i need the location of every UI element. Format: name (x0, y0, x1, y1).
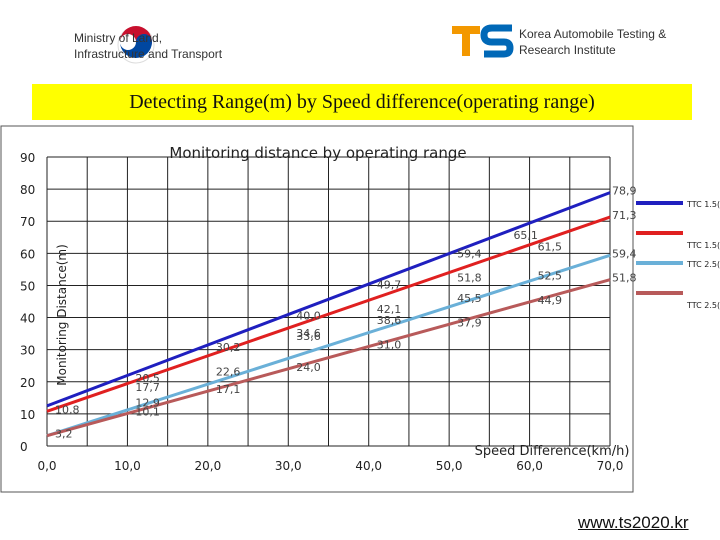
y-tick-label: 40 (20, 312, 35, 326)
y-axis-label: Monitoring Distance(m) (55, 244, 69, 386)
legend-label: TTC 2.5(M1) (686, 301, 720, 310)
x-tick-label: 30,0 (275, 459, 302, 473)
series-line (46, 215, 611, 413)
data-label: 33,6 (296, 330, 321, 343)
data-label: 37,9 (457, 316, 482, 329)
y-tick-label: 50 (20, 279, 35, 293)
data-label: 49,7 (377, 278, 402, 291)
x-tick-label: 70,0 (597, 459, 624, 473)
data-label: 3,2 (55, 428, 73, 441)
x-tick-label: 60,0 (516, 459, 543, 473)
title-banner (32, 84, 692, 120)
chart-frame (0, 125, 634, 493)
data-label: 30,2 (216, 341, 241, 354)
y-tick-label: 30 (20, 344, 35, 358)
kotsa-name: Korea Automobile Testing & Research Inst… (519, 26, 666, 58)
ministry-logo (117, 26, 155, 64)
chart-title: Monitoring distance by operating range (169, 144, 466, 162)
data-label: 34,6 (296, 327, 321, 340)
page-title: Detecting Range(m) by Speed difference(o… (129, 91, 595, 113)
data-label: 45,5 (457, 292, 482, 305)
data-label: 59,4 (457, 247, 482, 260)
y-tick-label: 60 (20, 247, 35, 261)
y-tick-label: 70 (20, 215, 35, 229)
data-label: 52,5 (538, 269, 563, 282)
data-label: 10,8 (55, 403, 80, 416)
data-label: 17,1 (216, 383, 241, 396)
data-label: 51,8 (612, 272, 637, 285)
y-tick-label: 10 (20, 408, 35, 422)
ministry-name: Ministry of Land, Infrastructure and Tra… (74, 30, 222, 62)
y-tick-label: 90 (20, 151, 35, 165)
x-tick-label: 20,0 (194, 459, 221, 473)
data-label: 10,1 (135, 406, 160, 419)
y-tick-label: 20 (20, 376, 35, 390)
data-label: 40,0 (296, 310, 321, 323)
data-label: 71,3 (612, 209, 637, 222)
data-label: 59,4 (612, 247, 637, 260)
data-label: 51,8 (457, 272, 482, 285)
series-line (46, 191, 611, 408)
chart: 0 10 20 30 40 50 60 70 80 90 0,0 10,0 20,0 30,0 40,0 50… (0, 125, 720, 493)
series-line (46, 278, 611, 438)
data-label: 24,0 (296, 361, 321, 374)
ministry-line-2: Infrastructure and Transport (74, 47, 223, 61)
data-label: 42,1 (377, 303, 402, 316)
legend-label: TTC 1.5(N3) (686, 200, 720, 209)
kotsa-line-1: Korea Automobile Testing & (519, 27, 667, 41)
x-axis-label: Speed Difference(km/h) (475, 444, 630, 459)
data-label: 61,5 (538, 241, 563, 254)
x-tick-label: 50,0 (436, 459, 463, 473)
y-tick-label: 0 (20, 440, 28, 454)
data-label: 38,6 (377, 314, 402, 327)
data-label: 31,0 (377, 338, 402, 351)
data-label: 22,6 (216, 365, 241, 378)
x-tick-label: 40,0 (355, 459, 382, 473)
legend-label: TTC 2.5(N3) (686, 260, 720, 269)
data-label: 17,7 (135, 381, 160, 394)
x-tick-label: 0,0 (37, 459, 56, 473)
data-label: 44,9 (538, 294, 563, 307)
footer-url[interactable]: www.ts2020.kr (578, 513, 689, 532)
data-label: 12,9 (135, 397, 160, 410)
x-tick-label: 10,0 (114, 459, 141, 473)
ministry-line-1: Ministry of Land, (74, 31, 163, 45)
legend-label: TTC 1.5(M1) (686, 241, 720, 250)
data-label: 20,5 (135, 372, 160, 385)
ts-logo (452, 24, 514, 58)
data-label: 65,1 (513, 229, 538, 242)
y-tick-label: 80 (20, 183, 35, 197)
kotsa-line-2: Research Institute (519, 43, 616, 57)
series-line (46, 253, 611, 438)
data-label: 78,9 (612, 185, 637, 198)
